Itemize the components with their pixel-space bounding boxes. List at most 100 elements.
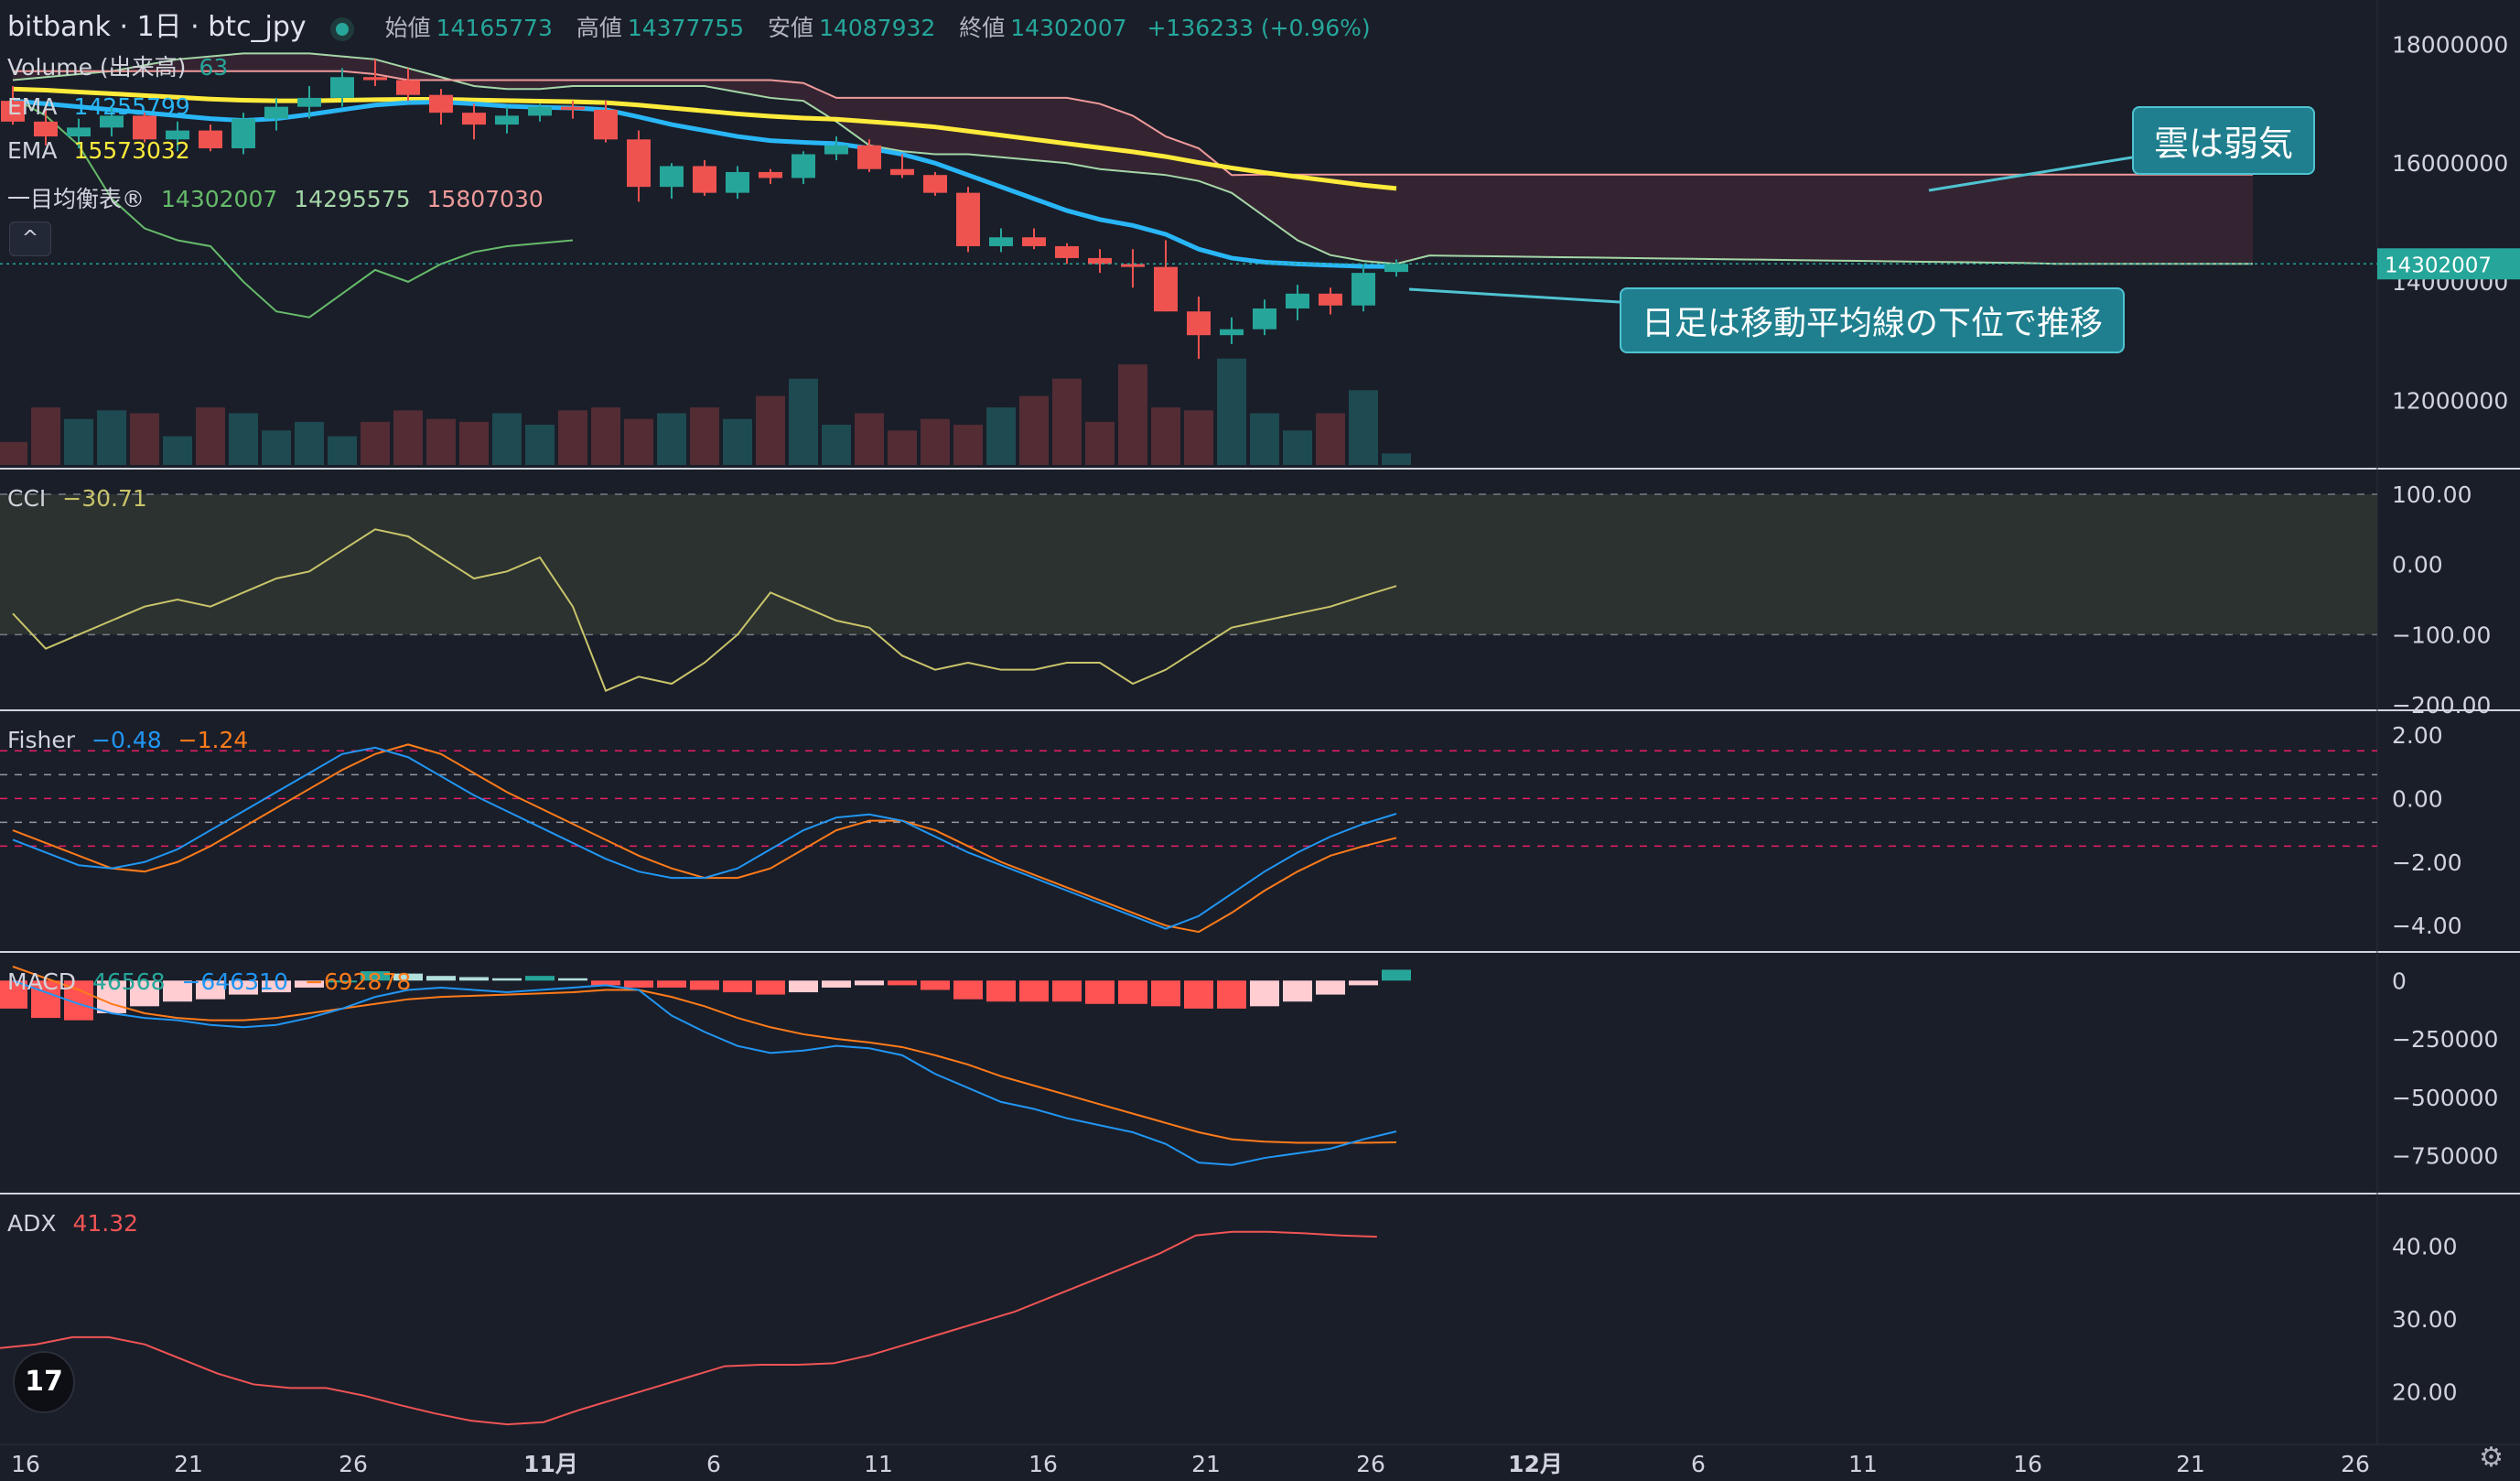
macd-tick-label: 0	[2392, 968, 2407, 994]
macd-histogram-bar	[361, 971, 390, 981]
fisher-legend[interactable]: Fisher −0.48 −1.24	[7, 727, 248, 753]
candlestick	[1253, 299, 1276, 336]
candle-body	[890, 168, 914, 176]
collapse-legend-button[interactable]: ^	[9, 222, 51, 256]
cloud-annotation[interactable]: 雲は弱気	[2132, 106, 2316, 175]
cci-tick-label: −100.00	[2392, 622, 2491, 648]
candlestick	[1319, 287, 1342, 315]
volume-bar	[492, 413, 522, 465]
low-label: 安値	[768, 15, 814, 41]
time-tick-label: 12月	[1508, 1451, 1563, 1477]
ichimoku-label: 一目均衡表®	[7, 186, 145, 212]
candlestick	[1022, 228, 1046, 250]
ichimoku-leading-span-b	[13, 70, 2253, 177]
candle-body	[1319, 293, 1342, 306]
adx-legend[interactable]: ADX 41.32	[7, 1210, 138, 1237]
candlestick	[989, 228, 1013, 253]
gear-icon[interactable]: ⚙	[2479, 1442, 2504, 1474]
ema-fast-label: EMA	[7, 93, 58, 120]
volume-bar	[1250, 413, 1279, 465]
macd-histogram-bar	[1052, 980, 1082, 1002]
candlestick	[100, 106, 124, 137]
adx-line	[0, 1230, 1377, 1426]
macd-histogram-bar	[1151, 980, 1180, 1007]
candlestick	[890, 154, 914, 178]
macd-tick-label: −750000	[2392, 1143, 2498, 1170]
macd-histogram-bar	[822, 980, 851, 988]
ema-slow-legend[interactable]: EMA 15573032	[7, 137, 190, 164]
macd-histogram-bar	[196, 980, 225, 1000]
candle-body	[133, 115, 156, 140]
candle-body	[199, 130, 222, 149]
tradingview-logo[interactable]: 17	[13, 1351, 75, 1413]
candle-body	[100, 115, 124, 128]
last-price-badge	[2377, 248, 2520, 280]
candle-body	[1384, 264, 1408, 273]
volume-bar	[64, 418, 93, 465]
ichimoku-lagging-span	[12, 97, 574, 319]
macd-histogram-bar	[229, 980, 258, 995]
candle-body	[264, 106, 288, 119]
candle-body	[956, 192, 980, 246]
volume-bar	[97, 410, 126, 465]
macd-histogram-bar	[1382, 969, 1411, 981]
time-tick-label: 26	[339, 1451, 368, 1477]
ema-slow-line	[12, 86, 1397, 191]
candlestick	[199, 124, 222, 152]
candle-body	[824, 145, 848, 155]
macd-histogram-bar	[262, 980, 291, 993]
low-value: 14087932	[819, 15, 936, 41]
candlestick	[1187, 297, 1211, 360]
macd-histogram-bar	[1316, 980, 1345, 995]
ichimoku-value-3: 15807030	[426, 186, 544, 212]
cci-tick-label: 100.00	[2392, 481, 2472, 508]
candlestick	[363, 59, 387, 86]
macd-histogram-bar	[1118, 980, 1147, 1004]
macd-histogram-bar	[558, 978, 587, 981]
candlestick	[693, 159, 716, 196]
macd-histogram-bar	[1349, 980, 1378, 986]
candlestick	[1286, 285, 1309, 320]
chevron-up-icon: ^	[21, 227, 39, 250]
macd-histogram-bar	[492, 978, 522, 981]
cci-legend[interactable]: CCI −30.71	[7, 485, 147, 512]
ema-fast-value: 14255799	[73, 93, 190, 120]
time-tick-label: 21	[1191, 1451, 1221, 1477]
candlestick	[264, 97, 288, 131]
candlestick	[627, 130, 651, 202]
candlestick	[1055, 243, 1079, 265]
volume-bar	[1151, 407, 1180, 465]
candle-body	[594, 109, 618, 140]
ichimoku-leading-span-a	[12, 52, 2253, 265]
change-value: +136233 (+0.96%)	[1147, 15, 1371, 41]
candlestick	[166, 121, 189, 152]
candle-body	[429, 94, 453, 114]
ichimoku-legend[interactable]: 一目均衡表® 14302007 14295575 15807030	[7, 181, 544, 214]
symbol-title[interactable]: bitbank · 1日 · btc_jpy	[7, 11, 307, 43]
candle-body	[1187, 311, 1211, 336]
daily-annotation[interactable]: 日足は移動平均線の下位で推移	[1620, 287, 2126, 353]
candle-body	[297, 97, 321, 107]
candlestick	[396, 68, 420, 102]
close-label: 終値	[959, 15, 1006, 41]
volume-bar	[1382, 453, 1411, 465]
ema-fast-legend[interactable]: EMA 14255799	[7, 93, 190, 120]
macd-legend[interactable]: MACD 46568 −646310 −692878	[7, 968, 411, 995]
volume-legend[interactable]: Volume (出来高) 63	[7, 49, 228, 82]
macd-histogram-bar	[1184, 980, 1213, 1009]
volume-bar	[361, 421, 390, 465]
cci-tick-label: −200.00	[2392, 692, 2491, 719]
volume-bar	[723, 418, 752, 465]
fisher-tick-label: −2.00	[2392, 849, 2462, 876]
candlestick	[1220, 317, 1244, 344]
volume-bar	[1019, 395, 1049, 465]
volume-label: Volume (出来高)	[7, 54, 187, 81]
macd-histogram-bar	[723, 980, 752, 993]
volume-bar	[888, 430, 917, 465]
candle-body	[561, 106, 585, 110]
adx-tick-label: 40.00	[2392, 1234, 2458, 1260]
volume-bar	[130, 413, 159, 465]
candlestick	[34, 109, 58, 146]
time-tick-label: 16	[11, 1451, 40, 1477]
